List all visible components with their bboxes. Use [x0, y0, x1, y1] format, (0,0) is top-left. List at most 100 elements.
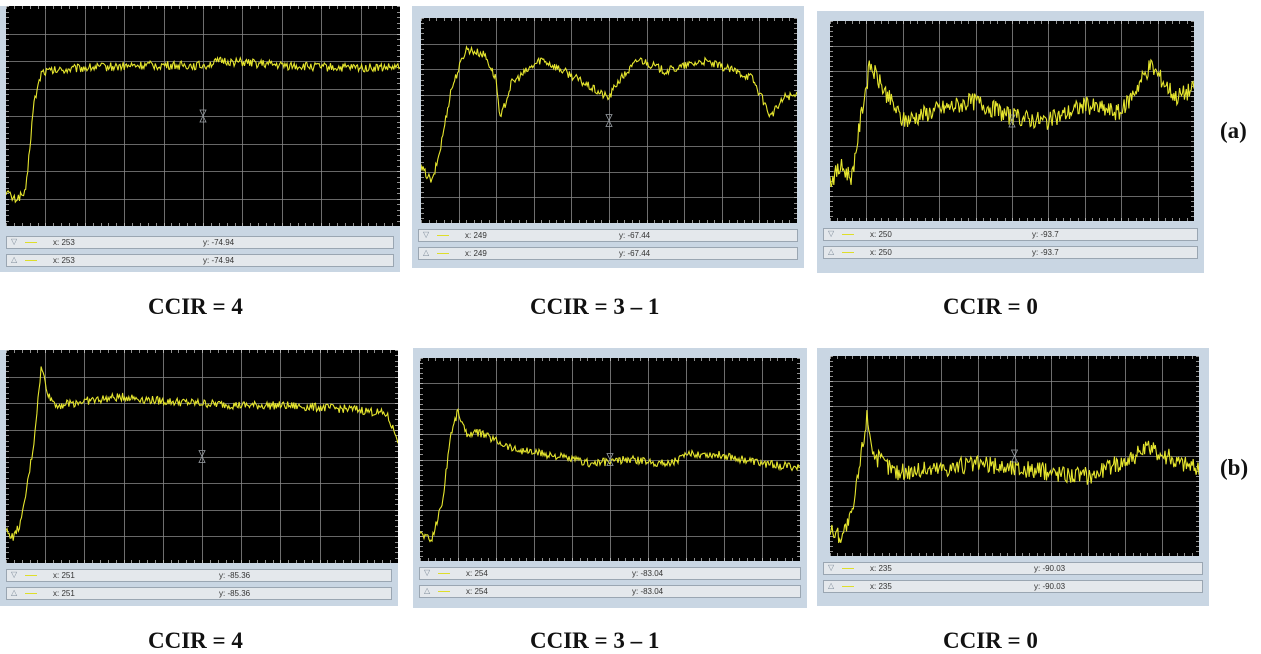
- cursor-marker-up-icon: [605, 119, 613, 127]
- signal-trace: [420, 407, 800, 543]
- signal-trace: [6, 55, 400, 204]
- readout-y: y: -85.36: [219, 571, 251, 580]
- readout-marker-up: △: [423, 248, 430, 257]
- scope-screen-a2: [421, 18, 797, 223]
- trace-swatch: [842, 252, 854, 253]
- readout-row-b3-2: △ x: 235 y: -90.03: [823, 580, 1203, 593]
- readout-y: y: -90.03: [1034, 582, 1066, 591]
- scope-plot: [6, 6, 400, 226]
- readout-y: y: -83.04: [632, 569, 664, 578]
- trace-swatch: [842, 586, 854, 587]
- readout-row-a2-1: ▽ x: 249 y: -67.44: [418, 229, 798, 242]
- scope-plot: [830, 21, 1194, 221]
- readout-row-b1-1: ▽ x: 251 y: -85.36: [6, 569, 392, 582]
- cursor-marker-down-icon: [1008, 114, 1016, 122]
- scope-screen-b3: [830, 356, 1199, 556]
- readout-y: y: -67.44: [619, 249, 651, 258]
- cursor-marker-down-icon: [1010, 449, 1019, 457]
- readout-row-a2-2: △ x: 249 y: -67.44: [418, 247, 798, 260]
- trace-swatch: [25, 575, 37, 576]
- readout-marker-down: ▽: [423, 230, 430, 239]
- readout-marker-down: ▽: [828, 563, 835, 572]
- readout-x: x: 251: [53, 589, 75, 598]
- readout-row-a1-1: ▽ x: 253 y: -74.94: [6, 236, 394, 249]
- scope-plot: [420, 358, 800, 561]
- readout-y: y: -67.44: [619, 231, 651, 240]
- readout-marker-up: △: [828, 581, 835, 590]
- scope-plot: [6, 350, 398, 563]
- readout-x: x: 254: [466, 587, 488, 596]
- caption-b2: CCIR = 3 – 1: [530, 628, 660, 653]
- readout-row-b2-2: △ x: 254 y: -83.04: [419, 585, 801, 598]
- signal-trace: [830, 58, 1194, 188]
- scope-plot: [421, 18, 797, 223]
- cursor-marker-down-icon: [605, 114, 613, 122]
- readout-x: x: 249: [465, 231, 487, 240]
- readout-y: y: -85.36: [219, 589, 251, 598]
- trace-swatch: [437, 235, 449, 236]
- cursor-marker-up-icon: [198, 455, 206, 463]
- scope-plot: [830, 356, 1199, 556]
- scope-screen-a1: [6, 6, 400, 226]
- readout-x: x: 249: [465, 249, 487, 258]
- readout-y: y: -93.7: [1032, 230, 1059, 239]
- readout-row-b3-1: ▽ x: 235 y: -90.03: [823, 562, 1203, 575]
- scope-screen-b2: [420, 358, 800, 561]
- trace-swatch: [438, 573, 450, 574]
- cursor-marker-up-icon: [199, 115, 207, 123]
- caption-b1: CCIR = 4: [148, 628, 243, 653]
- signal-trace: [830, 410, 1199, 544]
- readout-row-a3-1: ▽ x: 250 y: -93.7: [823, 228, 1198, 241]
- readout-marker-up: △: [424, 586, 431, 595]
- trace-swatch: [25, 242, 37, 243]
- caption-a3: CCIR = 0: [943, 294, 1038, 319]
- readout-x: x: 250: [870, 230, 892, 239]
- scope-panel-a3: ▽ x: 250 y: -93.7 △ x: 250 y: -93.7: [817, 11, 1204, 273]
- trace-swatch: [842, 568, 854, 569]
- readout-y: y: -90.03: [1034, 564, 1066, 573]
- trace-swatch: [842, 234, 854, 235]
- row-label-b: (b): [1220, 455, 1249, 480]
- readout-x: x: 251: [53, 571, 75, 580]
- readout-row-b2-1: ▽ x: 254 y: -83.04: [419, 567, 801, 580]
- cursor-marker-up-icon: [606, 458, 614, 466]
- scope-panel-b2: ▽ x: 254 y: -83.04 △ x: 254 y: -83.04: [413, 348, 807, 608]
- readout-marker-up: △: [828, 247, 835, 256]
- caption-a2: CCIR = 3 – 1: [530, 294, 660, 319]
- readout-marker-down: ▽: [424, 568, 431, 577]
- trace-swatch: [437, 253, 449, 254]
- readout-marker-up: △: [11, 588, 18, 597]
- readout-marker-down: ▽: [11, 570, 18, 579]
- trace-swatch: [438, 591, 450, 592]
- readout-x: x: 235: [870, 582, 892, 591]
- readout-marker-up: △: [11, 255, 18, 264]
- readout-x: x: 253: [53, 256, 75, 265]
- cursor-marker-down-icon: [198, 450, 206, 458]
- readout-x: x: 253: [53, 238, 75, 247]
- readout-row-a1-2: △ x: 253 y: -74.94: [6, 254, 394, 267]
- caption-b3: CCIR = 0: [943, 628, 1038, 653]
- scope-panel-a1: ▽ x: 253 y: -74.94 △ x: 253 y: -74.94: [0, 6, 400, 272]
- trace-swatch: [25, 593, 37, 594]
- readout-y: y: -74.94: [203, 238, 235, 247]
- row-label-a: (a): [1220, 118, 1247, 143]
- cursor-marker-up-icon: [1010, 455, 1019, 463]
- readout-y: y: -74.94: [203, 256, 235, 265]
- readout-row-a3-2: △ x: 250 y: -93.7: [823, 246, 1198, 259]
- cursor-marker-down-icon: [199, 109, 207, 117]
- scope-panel-b1: ▽ x: 251 y: -85.36 △ x: 251 y: -85.36: [0, 350, 398, 606]
- cursor-marker-down-icon: [606, 453, 614, 461]
- readout-marker-down: ▽: [11, 237, 18, 246]
- readout-x: x: 250: [870, 248, 892, 257]
- caption-a1: CCIR = 4: [148, 294, 243, 319]
- signal-trace: [6, 366, 398, 541]
- readout-x: x: 254: [466, 569, 488, 578]
- scope-panel-a2: ▽ x: 249 y: -67.44 △ x: 249 y: -67.44: [412, 6, 804, 268]
- trace-swatch: [25, 260, 37, 261]
- scope-screen-a3: [830, 21, 1194, 221]
- readout-marker-down: ▽: [828, 229, 835, 238]
- readout-x: x: 235: [870, 564, 892, 573]
- readout-row-b1-2: △ x: 251 y: -85.36: [6, 587, 392, 600]
- signal-trace: [421, 44, 797, 183]
- readout-y: y: -93.7: [1032, 248, 1059, 257]
